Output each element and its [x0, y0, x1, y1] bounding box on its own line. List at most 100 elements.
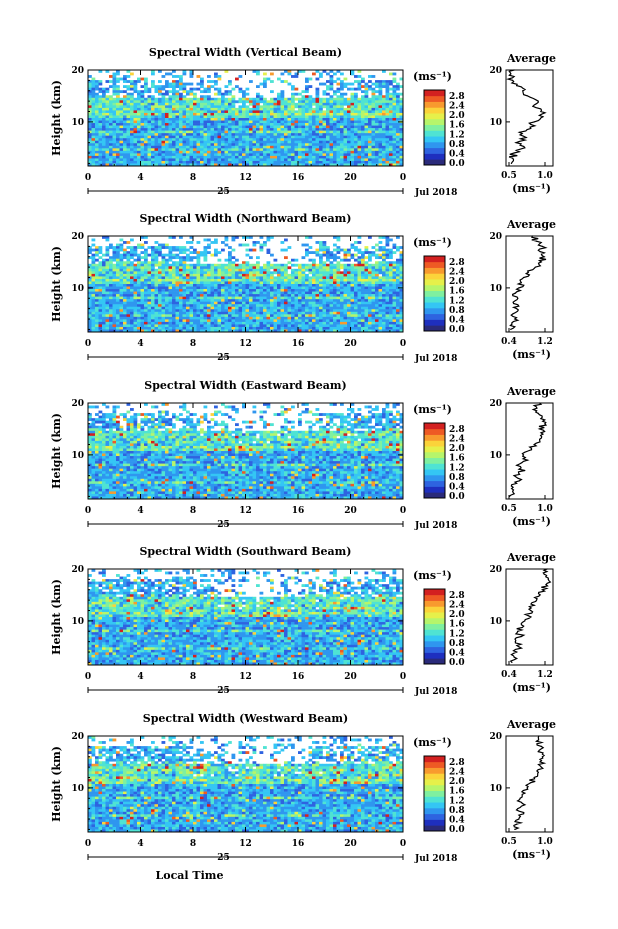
heatmap-cell [214, 296, 218, 300]
heatmap-cell [207, 289, 211, 292]
heatmap-cell [112, 278, 117, 282]
heatmap-cell [98, 296, 103, 300]
heatmap-cell [354, 294, 358, 297]
heatmap-cell [193, 158, 197, 162]
heatmap-cell [214, 128, 218, 131]
heatmap-cell [277, 155, 281, 159]
heatmap-cell [130, 276, 134, 280]
heatmap-cell [231, 140, 236, 144]
heatmap-cell [364, 130, 369, 134]
heatmap-cell [203, 278, 208, 282]
heatmap-cell [350, 253, 355, 257]
heatmap-cell [378, 148, 383, 152]
heatmap-cell [193, 256, 197, 260]
heatmap-cell [109, 284, 113, 287]
heatmap-cell [172, 296, 176, 300]
heatmap-cell [123, 248, 127, 252]
heatmap-cell [154, 158, 159, 162]
heatmap-cell [189, 135, 194, 139]
heatmap-cell [112, 153, 117, 157]
heatmap-cell [210, 120, 215, 124]
heatmap-cell [270, 150, 274, 154]
heatmap-cell [319, 118, 323, 121]
heatmap-cell [382, 278, 386, 282]
heatmap-cell [249, 125, 253, 129]
heatmap-cell [154, 248, 159, 252]
heatmap-cell [396, 163, 400, 167]
heatmap-cell [350, 128, 355, 131]
heatmap-cell [294, 133, 299, 136]
heatmap-cell [130, 100, 134, 104]
heatmap-cell [210, 153, 215, 157]
heatmap-cell [322, 143, 327, 147]
heatmap-cell [368, 301, 372, 305]
heatmap-cell [210, 263, 215, 267]
heatmap-cell [126, 80, 131, 83]
heatmap-cell [280, 123, 285, 126]
heatmap-cell [196, 143, 201, 147]
average-point [508, 74, 510, 76]
heatmap-cell [231, 145, 236, 149]
heatmap-cell [137, 102, 141, 106]
heatmap-cell [315, 107, 320, 111]
heatmap-cell [333, 291, 337, 295]
heatmap-cell [238, 299, 243, 302]
heatmap-cell [301, 271, 306, 275]
heatmap-cell [392, 271, 397, 275]
heatmap-cell [249, 163, 253, 167]
heatmap-cell [322, 273, 327, 277]
heatmap-cell [154, 263, 159, 267]
heatmap-cell [200, 281, 204, 285]
heatmap-cell [105, 301, 110, 305]
heatmap-cell [123, 291, 127, 295]
heatmap-cell [280, 299, 285, 302]
heatmap-cell [259, 107, 264, 111]
heatmap-cell [270, 138, 274, 142]
heatmap-cell [354, 271, 358, 275]
heatmap-cell [193, 271, 197, 275]
heatmap-cell [165, 138, 169, 142]
heatmap-cell [252, 243, 257, 247]
heatmap-cell [389, 256, 393, 260]
heatmap-cell [210, 107, 215, 111]
heatmap-cell [270, 123, 274, 126]
heatmap-cell [98, 150, 103, 154]
heatmap-cell [368, 263, 372, 267]
heatmap-cell [172, 299, 176, 302]
heatmap-cell [95, 140, 99, 144]
heatmap-cell [284, 296, 288, 300]
heatmap-cell [357, 299, 362, 302]
heatmap-cell [182, 281, 187, 285]
heatmap-cell [280, 294, 285, 297]
heatmap-cell [298, 273, 302, 277]
heatmap-cell [364, 256, 369, 260]
heatmap-cell [385, 253, 390, 257]
heatmap-cell [319, 253, 323, 257]
heatmap-cell [396, 286, 400, 290]
heatmap-cell [154, 160, 159, 164]
heatmap-cell [263, 306, 267, 310]
heatmap-cell [105, 248, 110, 252]
heatmap-cell [326, 158, 330, 162]
heatmap-cell [333, 143, 337, 147]
heatmap-cell [182, 148, 187, 152]
heatmap-cell [350, 153, 355, 157]
heatmap-cell [151, 107, 155, 111]
heatmap-cell [189, 115, 194, 119]
heatmap-cell [140, 155, 145, 159]
heatmap-cell [172, 125, 176, 129]
heatmap-cell [273, 271, 278, 275]
heatmap-cell [329, 80, 334, 83]
heatmap-cell [375, 263, 379, 267]
heatmap-cell [200, 80, 204, 83]
heatmap-cell [137, 110, 141, 114]
heatmap-cell [343, 138, 348, 142]
heatmap-cell [308, 289, 313, 292]
heatmap-cell [266, 266, 271, 270]
heatmap-cell [259, 135, 264, 139]
heatmap-cell [112, 87, 117, 91]
heatmap-cell [329, 110, 334, 114]
heatmap-cell [102, 258, 106, 262]
heatmap-cell [221, 284, 225, 287]
